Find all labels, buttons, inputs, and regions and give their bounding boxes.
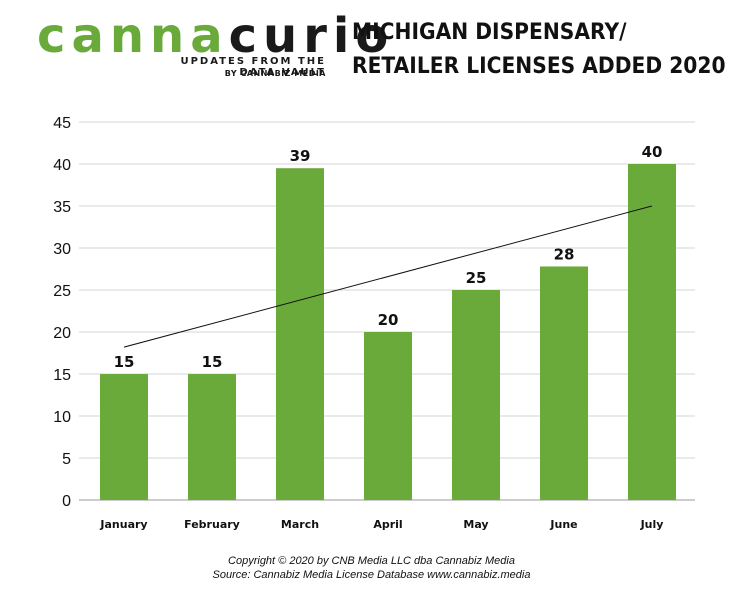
source-text: Source: Cannabiz Media License Database … bbox=[212, 569, 531, 581]
chart-title: MICHIGAN DISPENSARY/ RETAILER LICENSES A… bbox=[352, 16, 726, 84]
data-label-february: 15 bbox=[202, 353, 223, 371]
x-tick-label-june: June bbox=[549, 518, 577, 531]
trendline bbox=[123, 205, 653, 348]
y-tick-label-15: 15 bbox=[53, 367, 71, 384]
bar-april bbox=[364, 332, 412, 500]
bar-june bbox=[540, 266, 588, 500]
y-tick-label-30: 30 bbox=[53, 241, 71, 258]
data-label-march: 39 bbox=[290, 147, 311, 165]
x-tick-label-april: April bbox=[373, 518, 402, 531]
cannacurio-logo: cannacurio bbox=[37, 12, 394, 60]
data-label-june: 28 bbox=[554, 245, 575, 263]
copyright-text: Copyright © 2020 by CNB Media LLC dba Ca… bbox=[228, 555, 515, 567]
chart-title-line-1: MICHIGAN DISPENSARY/ bbox=[352, 20, 627, 45]
data-label-may: 25 bbox=[466, 269, 487, 287]
logo-part-curio: curio bbox=[228, 8, 395, 64]
data-label-april: 20 bbox=[378, 311, 399, 329]
y-tick-label-10: 10 bbox=[53, 409, 71, 426]
x-tick-label-january: January bbox=[99, 518, 147, 531]
bar-may bbox=[452, 290, 500, 500]
y-tick-label-20: 20 bbox=[53, 325, 71, 342]
y-tick-label-0: 0 bbox=[62, 493, 71, 510]
logo-part-canna: canna bbox=[37, 8, 229, 64]
x-tick-label-july: July bbox=[640, 518, 664, 531]
x-tick-label-may: May bbox=[463, 518, 488, 531]
logo-tagline: UPDATES FROM THE DATA VAULT bbox=[180, 56, 326, 78]
y-tick-label-40: 40 bbox=[53, 157, 71, 174]
y-tick-label-5: 5 bbox=[62, 451, 71, 468]
x-tick-label-february: February bbox=[184, 518, 240, 531]
logo-byline: BY CANNABIZ MEDIA bbox=[224, 69, 326, 78]
bar-march bbox=[276, 168, 324, 500]
y-tick-label-35: 35 bbox=[53, 199, 71, 216]
y-tick-label-25: 25 bbox=[53, 283, 71, 300]
bar-july bbox=[628, 164, 676, 500]
data-label-january: 15 bbox=[114, 353, 135, 371]
bar-february bbox=[188, 374, 236, 500]
chart-title-line-2: RETAILER LICENSES ADDED 2020 bbox=[352, 54, 726, 79]
y-tick-label-45: 45 bbox=[53, 115, 71, 132]
x-tick-label-march: March bbox=[281, 518, 319, 531]
bar-january bbox=[100, 374, 148, 500]
data-label-july: 40 bbox=[642, 143, 663, 161]
